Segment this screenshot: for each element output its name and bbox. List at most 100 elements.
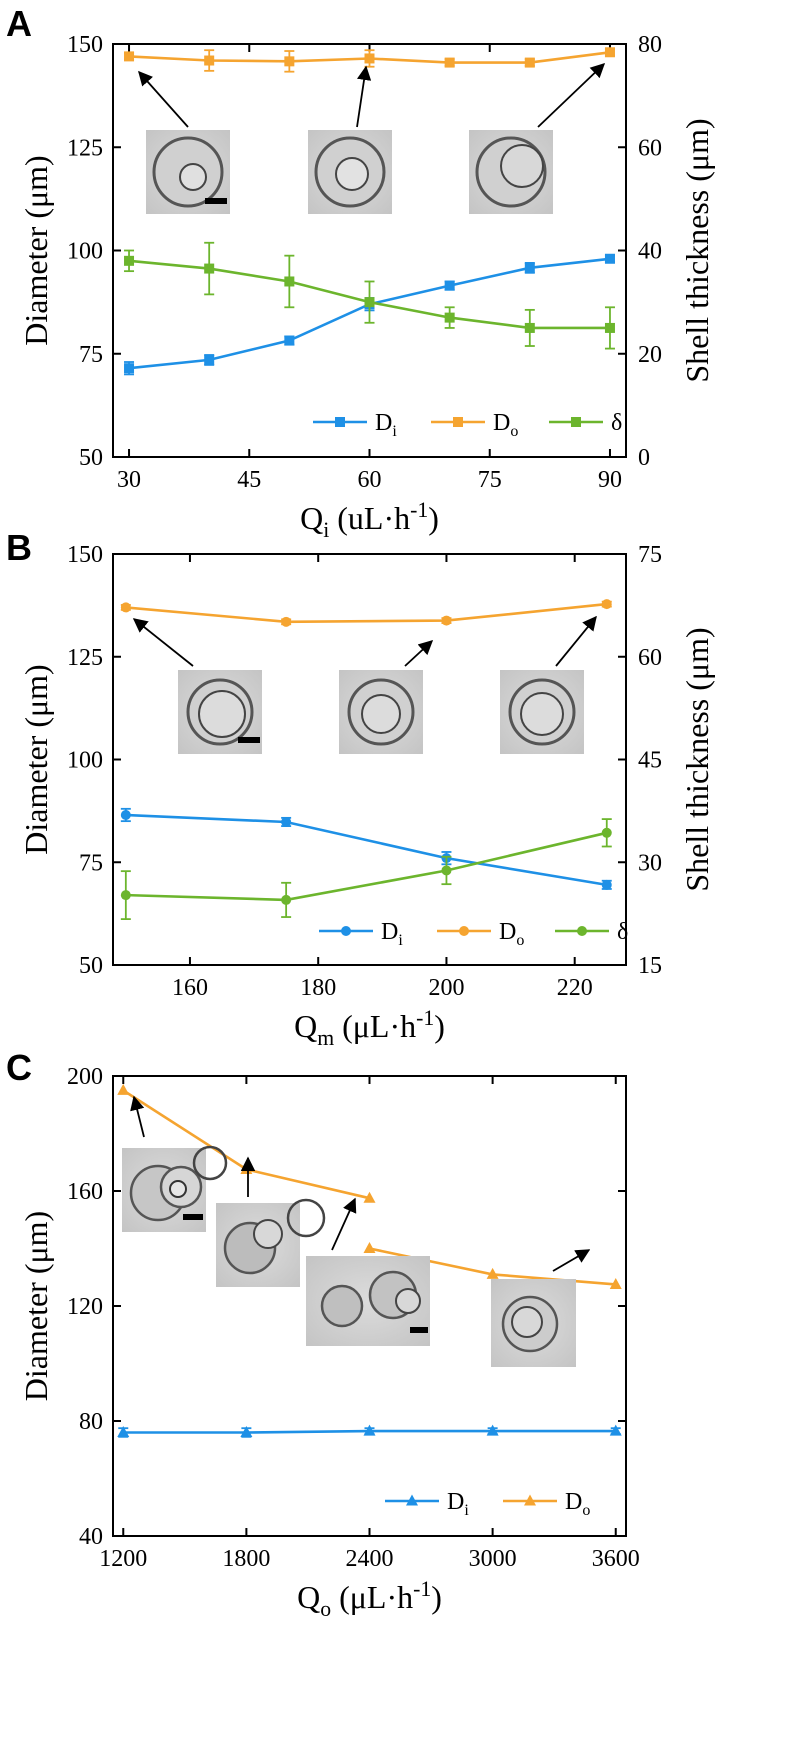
legend-label: δ <box>617 919 628 945</box>
y2-axis-label: Shell thickness (μm) <box>679 627 715 891</box>
y-axis-label: Diameter (μm) <box>18 155 54 345</box>
legend: Di Do δ <box>319 919 628 949</box>
data-point <box>609 1424 622 1436</box>
legend-label: Do <box>565 1489 590 1519</box>
legend-item-di: Di <box>313 410 397 440</box>
legend-marker <box>406 1494 418 1506</box>
data-point <box>204 263 215 274</box>
y2-tick-label: 20 <box>638 342 662 368</box>
y-tick-label: 160 <box>67 1179 103 1205</box>
data-point <box>441 615 452 626</box>
pointer-arrow <box>132 618 194 667</box>
data-point <box>364 53 375 64</box>
data-point <box>604 253 615 264</box>
pointer-arrow <box>331 1197 357 1251</box>
data-point <box>240 1162 253 1174</box>
micrograph-inset <box>146 130 230 214</box>
x-tick-label: 220 <box>557 975 593 1001</box>
data-point <box>444 312 455 323</box>
x-tick-label: 75 <box>478 467 502 493</box>
series-do <box>120 599 612 627</box>
y-axis-label: Diameter (μm) <box>18 1211 54 1401</box>
data-point <box>524 57 535 68</box>
y-tick-label: 125 <box>67 135 103 161</box>
legend-item-di: Di <box>319 919 403 949</box>
data-point <box>204 55 215 66</box>
data-point <box>601 599 612 610</box>
data-point <box>486 1424 499 1436</box>
data-point <box>604 322 615 333</box>
legend-marker <box>577 926 587 936</box>
data-point <box>284 276 295 287</box>
pointer-arrow <box>356 65 372 128</box>
panel-c-chart: 1200 1800 2400 3000 3600 40 80 120 160 200 Diamete… <box>18 1064 640 1621</box>
y2-tick-label: 60 <box>638 135 662 161</box>
legend-item-di: Di <box>385 1489 469 1519</box>
y2-tick-label: 30 <box>638 850 662 876</box>
x-tick-label: 3000 <box>469 1546 517 1572</box>
data-point <box>363 1242 376 1253</box>
y2-tick-label: 80 <box>638 32 662 58</box>
series-line <box>125 602 607 624</box>
data-point <box>124 255 135 266</box>
legend: Di Do δ <box>313 410 622 440</box>
series-delta <box>124 241 615 350</box>
legend-marker <box>571 417 581 427</box>
y-tick-label: 50 <box>79 445 103 471</box>
x-axis-label: Qo (μL·h-1) <box>297 1577 442 1621</box>
micrograph-inset <box>339 670 423 754</box>
legend-marker <box>453 417 463 427</box>
panel-letter-c: C <box>6 1047 32 1088</box>
data-point <box>524 322 535 333</box>
panel-a-chart: 30 45 60 75 90 50 75 100 125 150 0 20 40 60 80 Shell th… <box>18 32 715 542</box>
x-tick-label: 200 <box>428 975 464 1001</box>
x-tick-label: 1800 <box>222 1546 270 1572</box>
y2-tick-label: 45 <box>638 748 662 774</box>
data-point <box>364 297 375 308</box>
data-point <box>281 816 292 827</box>
scale-bar <box>205 198 227 204</box>
legend-marker <box>341 926 351 936</box>
data-point <box>284 335 295 346</box>
data-point <box>124 363 135 374</box>
panel-letter-b: B <box>6 527 32 568</box>
y-tick-label: 75 <box>79 850 103 876</box>
legend-item-do: Do <box>503 1489 590 1519</box>
data-point <box>120 890 131 901</box>
y2-axis-label: Shell thickness (μm) <box>679 118 715 382</box>
data-point <box>240 1426 253 1437</box>
data-point <box>120 602 131 613</box>
series-line <box>125 813 608 887</box>
x-tick-label: 1200 <box>99 1546 147 1572</box>
y-tick-label: 150 <box>67 32 103 58</box>
micrograph-inset <box>306 1256 430 1346</box>
svg-text:B: B <box>6 527 32 568</box>
data-point <box>363 1424 376 1436</box>
micrograph-inset <box>469 130 553 214</box>
legend-label: Do <box>493 410 518 440</box>
legend-item-do: Do <box>437 919 524 949</box>
panel-a-insets <box>138 63 606 214</box>
legend-item-delta: δ <box>555 919 628 945</box>
y2-tick-label: 0 <box>638 445 650 471</box>
y-tick-label: 150 <box>67 542 103 568</box>
micrograph-inset <box>178 670 262 754</box>
micrograph-inset <box>491 1279 576 1367</box>
data-point <box>486 1267 499 1279</box>
legend-label: Di <box>381 919 403 949</box>
y-tick-label: 40 <box>79 1524 103 1550</box>
micrograph-inset <box>122 1145 228 1232</box>
data-point <box>601 827 612 838</box>
x-tick-label: 2400 <box>346 1546 394 1572</box>
series-delta <box>120 818 612 921</box>
y2-tick-label: 15 <box>638 953 662 979</box>
legend-marker <box>459 926 469 936</box>
micrograph-inset <box>216 1198 326 1287</box>
data-point <box>524 262 535 273</box>
pointer-arrow <box>555 615 597 667</box>
data-point <box>444 57 455 68</box>
y-axis-label: Diameter (μm) <box>18 664 54 854</box>
legend-item-do: Do <box>431 410 518 440</box>
data-point <box>604 47 615 58</box>
data-point <box>124 51 135 62</box>
